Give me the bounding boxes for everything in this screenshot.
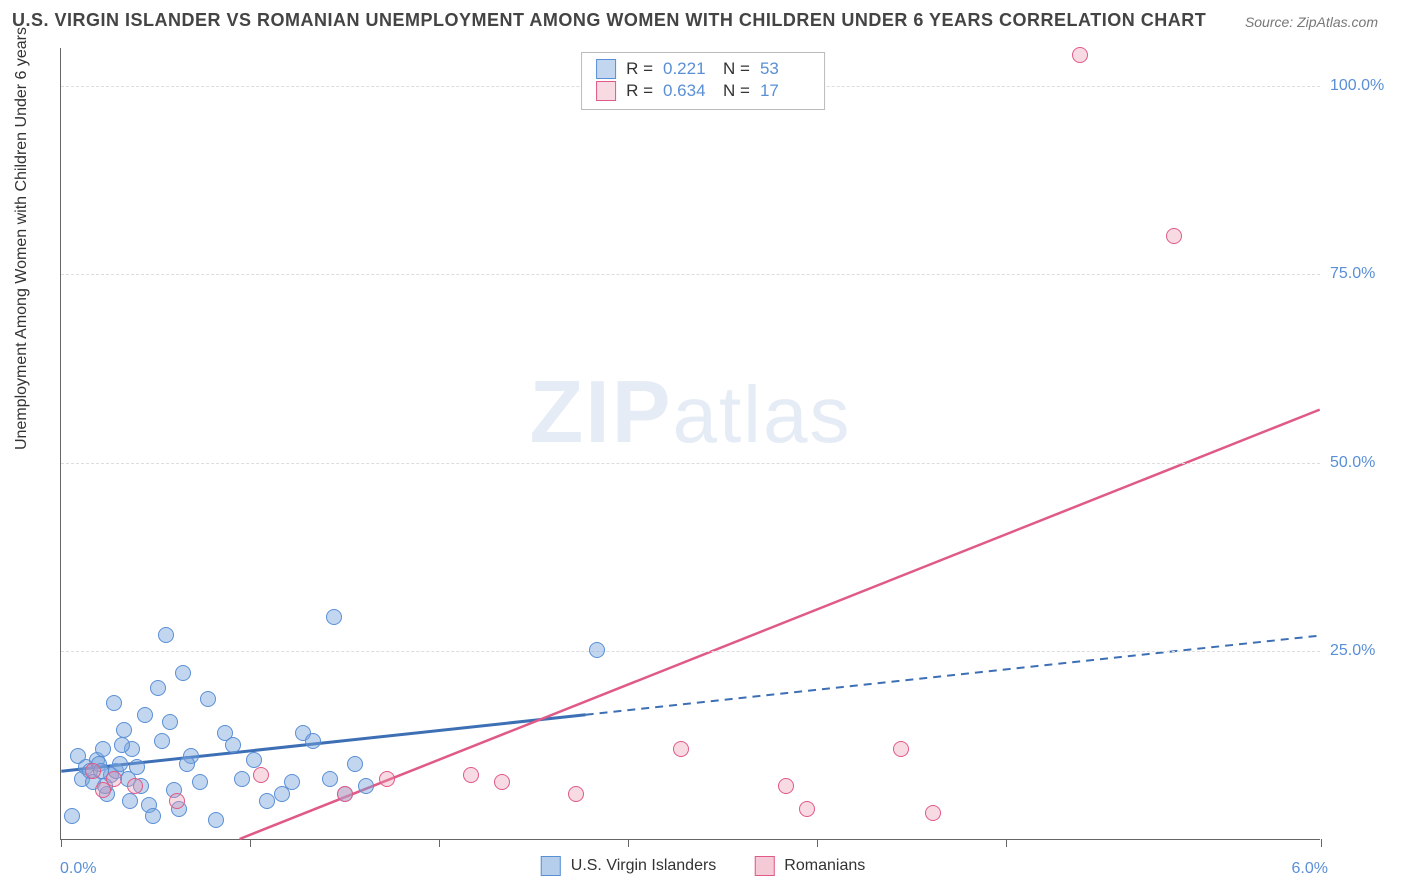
x-tick: [250, 839, 251, 847]
legend-row: R = 0.634 N = 17: [596, 81, 810, 101]
watermark-bold: ZIP: [530, 362, 673, 461]
y-tick-label: 50.0%: [1330, 454, 1390, 472]
gridline: [61, 274, 1320, 275]
data-point: [122, 793, 138, 809]
x-tick: [61, 839, 62, 847]
data-point: [116, 722, 132, 738]
data-point: [169, 793, 185, 809]
data-point: [145, 808, 161, 824]
data-point: [175, 665, 191, 681]
chart-title: U.S. VIRGIN ISLANDER VS ROMANIAN UNEMPLO…: [12, 10, 1206, 31]
plot-area: ZIPatlas 25.0%50.0%75.0%100.0%: [60, 48, 1320, 840]
x-tick: [1006, 839, 1007, 847]
legend-r-value: 0.221: [663, 59, 713, 79]
data-point: [893, 741, 909, 757]
data-point: [137, 707, 153, 723]
data-point: [112, 756, 128, 772]
data-point: [253, 767, 269, 783]
data-point: [208, 812, 224, 828]
data-point: [162, 714, 178, 730]
data-point: [568, 786, 584, 802]
data-point: [284, 774, 300, 790]
data-point: [129, 759, 145, 775]
data-point: [95, 741, 111, 757]
data-point: [1072, 47, 1088, 63]
data-point: [150, 680, 166, 696]
data-point: [192, 774, 208, 790]
data-point: [200, 691, 216, 707]
y-tick-label: 100.0%: [1330, 77, 1390, 95]
data-point: [225, 737, 241, 753]
data-point: [158, 627, 174, 643]
y-axis-label: Unemployment Among Women with Children U…: [13, 27, 31, 450]
legend-n-value: 17: [760, 81, 810, 101]
data-point: [106, 695, 122, 711]
data-point: [494, 774, 510, 790]
data-point: [337, 786, 353, 802]
legend-item: Romanians: [754, 856, 865, 876]
data-point: [463, 767, 479, 783]
data-point: [778, 778, 794, 794]
legend-series: U.S. Virgin Islanders Romanians: [541, 856, 865, 876]
data-point: [127, 778, 143, 794]
x-tick: [817, 839, 818, 847]
legend-label: Romanians: [784, 857, 865, 875]
legend-r-value: 0.634: [663, 81, 713, 101]
data-point: [1166, 228, 1182, 244]
legend-label: U.S. Virgin Islanders: [571, 857, 717, 875]
legend-swatch: [541, 856, 561, 876]
x-tick: [628, 839, 629, 847]
data-point: [154, 733, 170, 749]
x-tick: [1321, 839, 1322, 847]
legend-swatch: [754, 856, 774, 876]
data-point: [85, 763, 101, 779]
data-point: [322, 771, 338, 787]
legend-n-value: 53: [760, 59, 810, 79]
trend-line: [240, 410, 1320, 839]
data-point: [799, 801, 815, 817]
data-point: [358, 778, 374, 794]
legend-swatch: [596, 81, 616, 101]
trend-lines-layer: [61, 48, 1320, 839]
data-point: [246, 752, 262, 768]
data-point: [64, 808, 80, 824]
legend-row: R = 0.221 N = 53: [596, 59, 810, 79]
data-point: [106, 771, 122, 787]
legend-n-label: N =: [723, 59, 750, 79]
watermark: ZIPatlas: [530, 361, 852, 463]
legend-item: U.S. Virgin Islanders: [541, 856, 717, 876]
data-point: [379, 771, 395, 787]
legend-swatch: [596, 59, 616, 79]
data-point: [114, 737, 130, 753]
data-point: [925, 805, 941, 821]
data-point: [259, 793, 275, 809]
y-tick-label: 75.0%: [1330, 265, 1390, 283]
legend-correlation-box: R = 0.221 N = 53 R = 0.634 N = 17: [581, 52, 825, 110]
legend-r-label: R =: [626, 59, 653, 79]
data-point: [673, 741, 689, 757]
x-tick: [439, 839, 440, 847]
data-point: [589, 642, 605, 658]
data-point: [179, 756, 195, 772]
source-attribution: Source: ZipAtlas.com: [1245, 14, 1378, 30]
data-point: [347, 756, 363, 772]
x-axis-max-label: 6.0%: [1292, 860, 1328, 878]
legend-r-label: R =: [626, 81, 653, 101]
trend-line-extrapolated: [586, 636, 1320, 715]
legend-n-label: N =: [723, 81, 750, 101]
gridline: [61, 651, 1320, 652]
watermark-light: atlas: [672, 370, 851, 459]
data-point: [326, 609, 342, 625]
y-tick-label: 25.0%: [1330, 642, 1390, 660]
data-point: [234, 771, 250, 787]
data-point: [305, 733, 321, 749]
x-axis-min-label: 0.0%: [60, 860, 96, 878]
gridline: [61, 463, 1320, 464]
